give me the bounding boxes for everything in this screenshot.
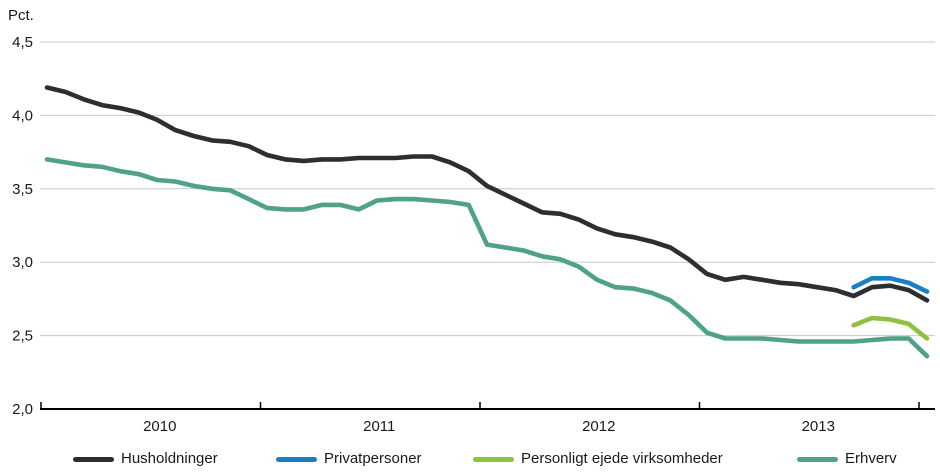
- legend-label: Erhverv: [845, 450, 897, 467]
- series-line-privatpersoner: [851, 275, 930, 294]
- legend-label: Husholdninger: [121, 450, 218, 467]
- legend-swatch-erhverv: [797, 456, 838, 462]
- legend-item-personligt-ejede-virksomheder: Personligt ejede virksomheder: [473, 447, 723, 471]
- y-tick-label: 2,0: [12, 401, 33, 418]
- x-tick-label: 2010: [143, 418, 176, 435]
- y-tick-label: 4,5: [12, 34, 33, 51]
- legend-swatch-husholdninger: [73, 456, 114, 462]
- series-line-erhverv: [44, 157, 930, 359]
- y-tick-label: 2,5: [12, 328, 33, 345]
- x-tick-label: 2012: [582, 418, 615, 435]
- series-line-husholdninger: [44, 85, 930, 303]
- y-tick-label: 3,0: [12, 254, 33, 271]
- chart-legend: Husholdninger Privatpersoner Personligt …: [0, 447, 940, 473]
- y-tick-label: 4,0: [12, 107, 33, 124]
- y-axis-unit-label: Pct.: [8, 7, 34, 24]
- y-tick-label: 3,5: [12, 181, 33, 198]
- legend-item-husholdninger: Husholdninger: [73, 447, 218, 471]
- legend-label: Privatpersoner: [324, 450, 422, 467]
- legend-swatch-privatpersoner: [276, 456, 317, 462]
- legend-label: Personligt ejede virksomheder: [521, 450, 723, 467]
- legend-item-privatpersoner: Privatpersoner: [276, 447, 422, 471]
- x-tick-label: 2011: [363, 418, 395, 435]
- x-tick-label: 2013: [802, 418, 835, 435]
- legend-item-erhverv: Erhverv: [797, 447, 897, 471]
- legend-swatch-personligt-ejede-virksomheder: [473, 456, 514, 462]
- series-line-personligt-ejede-virksomheder: [851, 315, 930, 341]
